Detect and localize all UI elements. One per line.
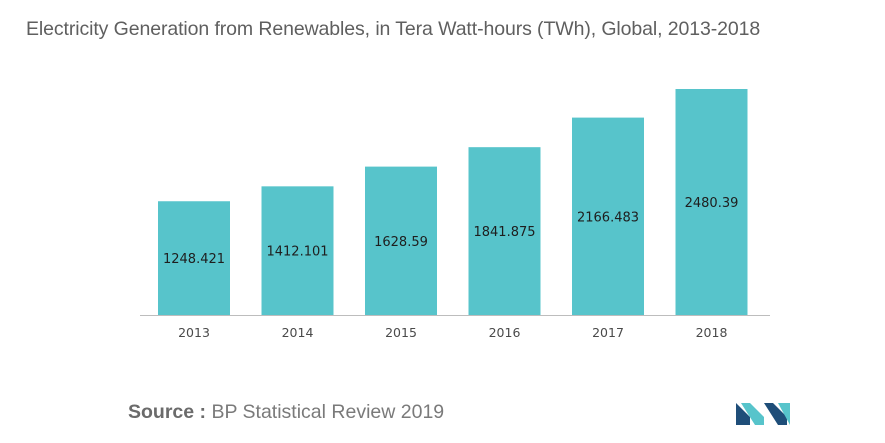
x-tick-label: 2017	[592, 325, 624, 340]
bar-2013	[158, 201, 230, 315]
source-label: Source :	[128, 401, 207, 423]
mordor-intelligence-logo-icon	[736, 403, 790, 425]
bar-value-label: 2480.39	[685, 196, 739, 211]
value-labels-group: 1248.421 1412.101 1628.59 1841.875 2166.483 2…	[163, 196, 738, 267]
bar-2018	[675, 89, 748, 315]
bar-value-label: 1841.875	[473, 225, 535, 240]
tick-labels-group: 2013 2014 2015 2016 2017 2018	[178, 325, 727, 340]
bars-group	[158, 89, 748, 316]
bar-value-label: 1412.101	[266, 245, 328, 260]
x-tick-label: 2018	[696, 325, 728, 340]
x-tick-label: 2014	[282, 325, 314, 340]
source-text: BP Statistical Review 2019	[211, 401, 445, 423]
bar-value-label: 1628.59	[374, 235, 428, 250]
bar-2017	[572, 117, 644, 316]
x-tick-label: 2016	[489, 325, 521, 340]
x-tick-label: 2015	[385, 325, 417, 340]
bar-2016	[468, 147, 541, 315]
bar-2015	[365, 166, 437, 315]
bar-value-label: 2166.483	[577, 210, 639, 225]
x-tick-label: 2013	[178, 325, 210, 340]
chart-title: Electricity Generation from Renewables, …	[26, 18, 761, 40]
bar-value-label: 1248.421	[163, 252, 225, 267]
bar-2014	[261, 186, 334, 315]
source-note: Source : BP Statistical Review 2019	[128, 401, 444, 424]
